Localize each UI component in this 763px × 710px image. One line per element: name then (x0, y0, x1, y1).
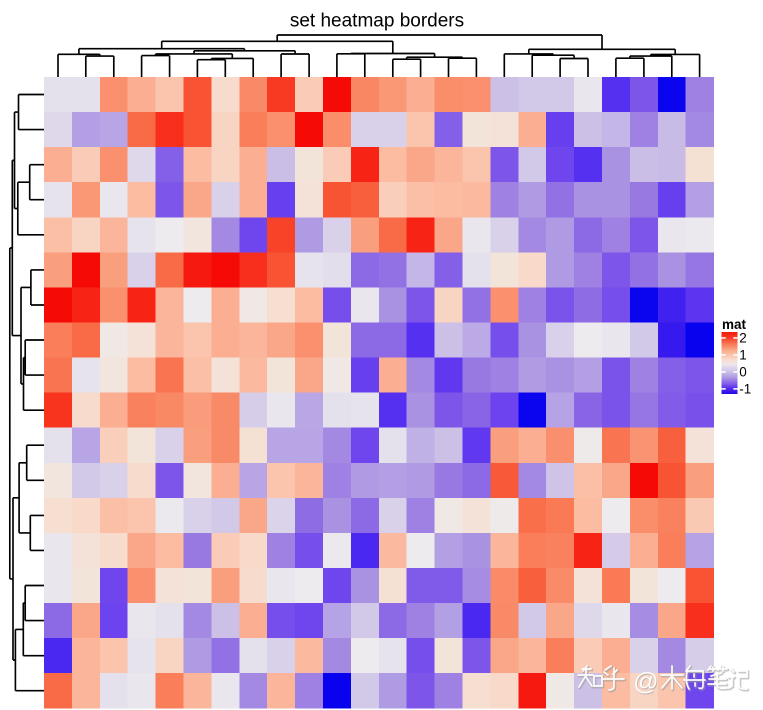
svg-text:-1: -1 (739, 382, 751, 397)
svg-text:mat: mat (722, 317, 747, 332)
svg-text:2: 2 (739, 331, 747, 346)
svg-text:@: @ (634, 669, 659, 697)
svg-text:1: 1 (739, 348, 747, 363)
svg-text:@: @ (633, 668, 658, 696)
svg-text:set heatmap borders: set heatmap borders (290, 11, 464, 32)
svg-text:0: 0 (739, 365, 747, 380)
